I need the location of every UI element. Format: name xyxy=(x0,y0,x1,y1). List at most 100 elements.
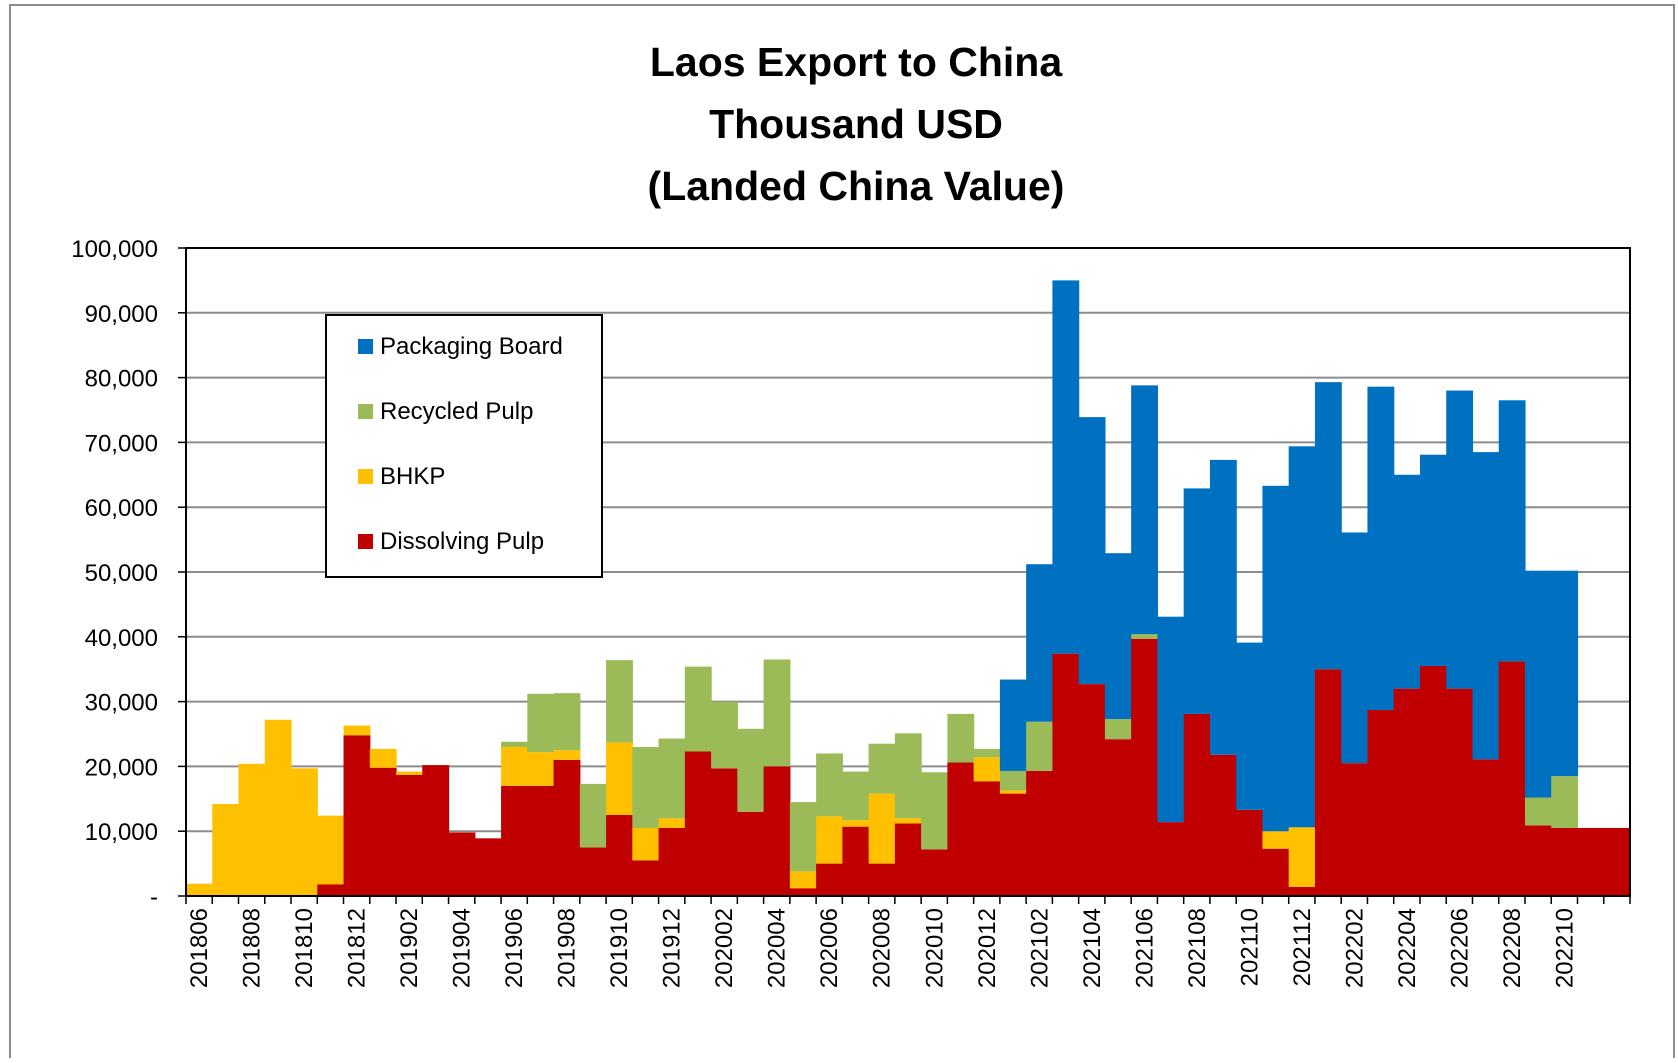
bar-segment xyxy=(1603,827,1631,896)
bar-segment xyxy=(474,838,502,896)
bar-segment xyxy=(1236,642,1264,810)
chart-title-line-3: (Landed China Value) xyxy=(648,163,1065,209)
x-tick-label: 202108 xyxy=(1184,908,1211,988)
bar-segment xyxy=(1183,713,1211,896)
legend-swatch xyxy=(358,404,373,419)
bar-segment xyxy=(343,735,371,896)
bar-segment xyxy=(789,888,817,896)
x-tick-label: 202202 xyxy=(1341,908,1368,988)
bar-segment xyxy=(186,883,213,896)
y-axis: - 10,000 20,000 30,000 40,000 50,000 60,000 70,… xyxy=(71,236,186,911)
bar-segment xyxy=(789,871,817,889)
y-tick-label: 30,000 xyxy=(85,690,158,717)
bar-segment xyxy=(1026,770,1053,896)
bar-segment xyxy=(999,679,1027,771)
bar-segment xyxy=(1341,532,1369,764)
y-tick-label: 20,000 xyxy=(85,754,158,781)
bar-segment xyxy=(999,793,1027,896)
bar-segment xyxy=(921,772,948,850)
chart-title-line-2: Thousand USD xyxy=(709,101,1003,147)
bar-segment xyxy=(658,827,686,896)
bar-segment xyxy=(369,748,397,768)
bar-segment xyxy=(684,666,712,752)
bar-segment xyxy=(1104,719,1132,740)
bar-segment xyxy=(684,751,712,896)
bar-segment xyxy=(711,701,738,769)
bar-segment xyxy=(1052,280,1080,654)
x-tick-label: 202004 xyxy=(764,908,791,988)
bar-segment xyxy=(369,767,397,896)
bar-segment xyxy=(947,713,975,763)
y-tick-label: 90,000 xyxy=(85,301,158,328)
bar-segment xyxy=(579,783,607,848)
bar-segment xyxy=(1393,688,1421,896)
x-tick-label: 202106 xyxy=(1131,908,1158,988)
x-tick-label: 201902 xyxy=(396,908,423,988)
bar-segment xyxy=(1157,822,1185,896)
bar-segment xyxy=(868,863,896,896)
y-tick-label: 80,000 xyxy=(85,366,158,393)
y-tick-label: 100,000 xyxy=(71,236,158,263)
x-tick-label: 201810 xyxy=(291,908,318,988)
bar-segment xyxy=(1288,446,1316,828)
x-tick-label: 202204 xyxy=(1394,908,1421,988)
bar-segment xyxy=(579,847,607,896)
bar-segment xyxy=(711,768,738,896)
legend-items: Packaging Board Recycled Pulp BHKP Dissolvi… xyxy=(358,333,563,555)
bar-segment xyxy=(973,757,1001,782)
bar-segment xyxy=(947,762,975,896)
x-axis: 201806 201808 201810 201812 201902 201904 2019… xyxy=(185,896,1631,988)
legend: Packaging Board Recycled Pulp BHKP Dissolvi… xyxy=(325,314,603,578)
bar-segment xyxy=(1419,665,1447,896)
bar-segment xyxy=(1341,763,1369,896)
x-tick-label: 201812 xyxy=(344,908,371,988)
bar-segment xyxy=(606,815,633,896)
chart-title-line-1: Laos Export to China xyxy=(650,39,1064,85)
bar-segment xyxy=(1236,809,1264,896)
x-tick-label: 201912 xyxy=(659,908,686,988)
x-tick-label: 201806 xyxy=(186,908,213,988)
bar-segment xyxy=(317,815,345,885)
bar-segment xyxy=(1131,638,1159,896)
x-tick-label: 202208 xyxy=(1499,908,1526,988)
bar-segment xyxy=(238,763,266,896)
bar-segment xyxy=(1498,400,1526,662)
y-tick-label: 10,000 xyxy=(85,819,158,846)
bar-segment xyxy=(868,793,896,864)
bar-segment xyxy=(501,785,528,896)
bar-segment xyxy=(527,693,555,753)
y-tick-label: 40,000 xyxy=(85,625,158,652)
x-tick-label: 202002 xyxy=(711,908,738,988)
bar-segment xyxy=(973,781,1001,896)
legend-swatch xyxy=(358,469,373,484)
bar-segment xyxy=(1288,827,1316,887)
bar-segment xyxy=(894,818,922,824)
x-tick-label: 202104 xyxy=(1079,908,1106,988)
x-tick-label: 201808 xyxy=(239,908,266,988)
chart-title: Laos Export to China Thousand USD (Lande… xyxy=(648,39,1065,209)
legend-box xyxy=(325,314,603,578)
bar-segment xyxy=(1131,634,1159,639)
x-tick-label: 201906 xyxy=(501,908,528,988)
bar-segment xyxy=(1078,417,1106,685)
bar-segment xyxy=(632,860,660,896)
bar-segment xyxy=(1183,488,1211,714)
x-tick-label: 202012 xyxy=(974,908,1001,988)
bar-segment xyxy=(553,759,581,896)
bar-segment xyxy=(999,770,1027,791)
bar-segment xyxy=(868,743,896,794)
legend-swatch xyxy=(358,534,373,549)
bar-segment xyxy=(606,742,633,815)
bar-segment xyxy=(1393,474,1421,689)
bar-segment xyxy=(763,766,791,896)
bar-segment xyxy=(816,816,843,864)
bar-segment xyxy=(1498,661,1526,896)
bar-segment xyxy=(921,849,948,896)
bar-segment xyxy=(527,785,555,896)
bar-segment xyxy=(632,746,660,828)
bar-segment xyxy=(422,765,450,896)
bar-segment xyxy=(264,719,292,896)
bar-segment xyxy=(1551,570,1579,777)
y-tick-label: 50,000 xyxy=(85,560,158,587)
